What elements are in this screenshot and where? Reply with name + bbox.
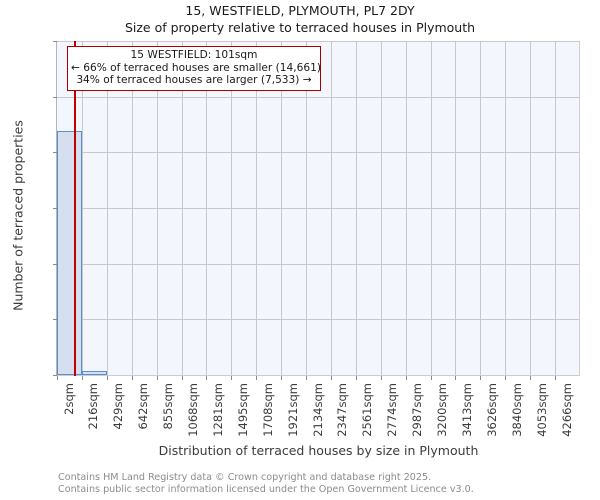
x-tick-label: 4266sqm	[559, 383, 574, 437]
x-tick-label: 2sqm	[61, 383, 76, 415]
gridline-vertical	[355, 41, 357, 375]
gridline-vertical	[530, 41, 532, 375]
x-tick-mark	[355, 376, 357, 380]
gridline-vertical	[405, 41, 407, 375]
x-tick-label: 2774sqm	[385, 383, 400, 437]
x-tick-mark	[530, 376, 532, 380]
chart-subtitle: Size of property relative to terraced ho…	[124, 20, 476, 35]
x-tick-mark	[156, 376, 158, 380]
annotation-box: 15 WESTFIELD: 101sqm ← 66% of terraced h…	[67, 46, 321, 91]
y-tick-mark	[53, 263, 57, 265]
gridline-horizontal	[57, 208, 579, 209]
x-tick-label: 3840sqm	[509, 383, 524, 437]
x-tick-label: 1495sqm	[235, 383, 250, 437]
y-tick-mark	[53, 208, 57, 209]
chart-title: 15, WESTFIELD, PLYMOUTH, PL7 2DY	[185, 3, 415, 18]
x-tick-label: 642sqm	[136, 383, 151, 430]
y-tick-mark	[53, 375, 57, 376]
gridline-horizontal	[57, 96, 579, 98]
x-tick-label: 2134sqm	[310, 383, 325, 437]
y-tick-mark	[53, 152, 57, 154]
x-tick-mark	[306, 376, 308, 380]
gridline-vertical	[430, 41, 432, 375]
gridline-vertical	[281, 41, 283, 375]
gridline-vertical	[330, 41, 332, 375]
annotation-line-property: 15 WESTFIELD: 101sqm	[130, 49, 258, 61]
x-tick-mark	[231, 376, 233, 380]
x-tick-mark	[206, 376, 208, 380]
footer-line-1: Contains HM Land Registry data © Crown c…	[58, 472, 432, 483]
gridline-vertical	[131, 41, 133, 375]
gridline-horizontal	[57, 152, 579, 154]
property-marker-line	[74, 41, 76, 376]
gridline-horizontal	[57, 263, 579, 265]
x-tick-label: 2987sqm	[410, 383, 425, 437]
x-tick-mark	[430, 376, 432, 380]
x-tick-mark	[505, 376, 507, 380]
x-tick-mark	[57, 376, 58, 380]
x-tick-mark	[330, 376, 332, 380]
x-tick-mark	[281, 376, 283, 380]
annotation-line-larger: 34% of terraced houses are larger (7,533…	[76, 74, 312, 87]
x-tick-label: 4053sqm	[534, 383, 549, 437]
x-tick-label: 1921sqm	[285, 383, 300, 437]
gridline-vertical	[106, 41, 108, 375]
x-tick-mark	[181, 376, 183, 380]
x-tick-label: 2347sqm	[335, 383, 350, 437]
x-tick-mark	[405, 376, 407, 380]
y-tick-mark	[53, 41, 57, 42]
x-tick-label: 3413sqm	[459, 383, 474, 437]
x-tick-label: 1708sqm	[260, 383, 275, 437]
x-tick-label: 1281sqm	[210, 383, 225, 437]
gridline-vertical	[380, 41, 382, 375]
gridline-vertical	[555, 41, 557, 375]
x-tick-mark	[81, 376, 83, 380]
gridline-vertical	[206, 41, 208, 375]
gridline-vertical	[81, 41, 83, 375]
gridline-horizontal	[57, 319, 579, 321]
footer-line-2: Contains public sector information licen…	[58, 483, 474, 495]
plot-area	[57, 41, 580, 375]
gridline-horizontal	[57, 41, 579, 42]
histogram-bar	[57, 131, 82, 375]
gridline-vertical	[505, 41, 507, 375]
x-axis-rule	[57, 375, 580, 376]
x-tick-mark	[131, 376, 133, 380]
y-tick-mark	[53, 319, 57, 321]
x-tick-mark	[106, 376, 108, 380]
annotation-line-smaller: ← 66% of terraced houses are smaller (14…	[71, 61, 321, 74]
x-tick-label: 3626sqm	[484, 383, 499, 437]
y-axis-label: Number of terraced properties	[10, 120, 26, 311]
x-tick-mark	[256, 376, 258, 380]
gridline-vertical	[480, 41, 482, 375]
x-axis-label: Distribution of terraced houses by size …	[158, 443, 479, 458]
x-tick-mark	[480, 376, 482, 380]
gridline-vertical	[181, 41, 183, 375]
x-tick-label: 2561sqm	[360, 383, 375, 437]
gridline-vertical	[306, 41, 308, 375]
x-tick-mark	[555, 376, 557, 380]
gridline-vertical	[455, 41, 457, 375]
gridline-vertical	[156, 41, 158, 375]
x-tick-mark	[380, 376, 382, 380]
gridline-vertical	[256, 41, 258, 375]
gridline-vertical	[231, 41, 233, 375]
y-tick-mark	[53, 96, 57, 98]
x-tick-mark	[455, 376, 457, 380]
x-tick-label: 429sqm	[111, 383, 126, 430]
x-tick-label: 216sqm	[86, 383, 101, 430]
histogram-bar	[81, 370, 107, 375]
footer-attribution: Contains HM Land Registry data © Crown c…	[58, 472, 474, 495]
x-tick-label: 855sqm	[161, 383, 176, 430]
x-tick-label: 3200sqm	[435, 383, 450, 437]
x-tick-label: 1068sqm	[186, 383, 201, 437]
